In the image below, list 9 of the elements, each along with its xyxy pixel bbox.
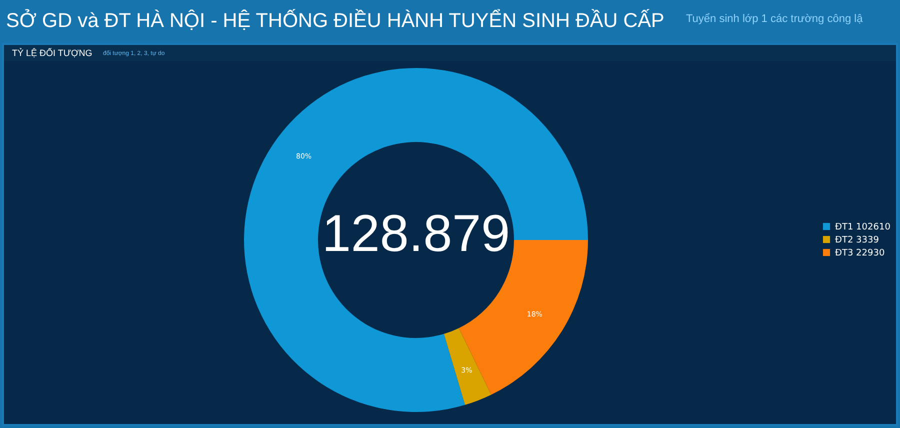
legend-label: ĐT2 3339 (835, 236, 880, 246)
donut-slice (244, 68, 588, 412)
chart-subtitle: Tuyển sinh lớp 1 các trường công lậ (686, 13, 864, 25)
text: 128.879 (322, 205, 510, 263)
chart-title: SỞ GD và ĐT HÀ NỘI - HỆ THỐNG ĐIỀU HÀNH TUYỂN SINH ĐẦU CẤP (6, 9, 664, 32)
text: TỶ LỆ ĐỐI TƯỢNG (12, 47, 92, 58)
donut-slice (444, 328, 492, 405)
legend-label: ĐT3 22930 (835, 248, 885, 258)
legend-label: ĐT1 102610 (835, 222, 891, 232)
